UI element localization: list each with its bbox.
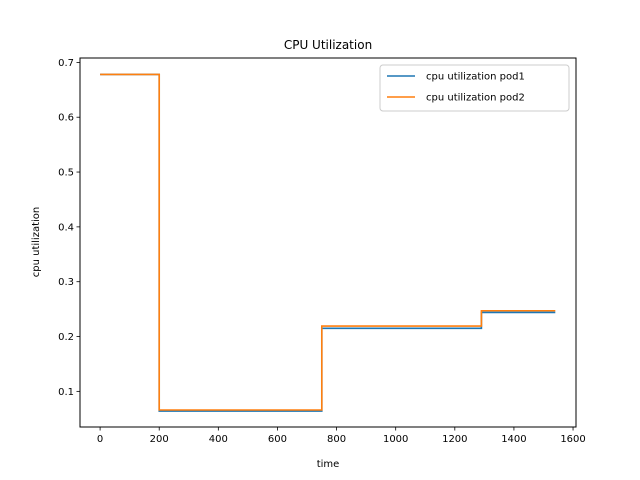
- x-tick-label: 0: [97, 434, 103, 445]
- series-lines: [100, 73, 556, 412]
- chart-title: CPU Utilization: [284, 38, 372, 52]
- legend-box: [379, 64, 570, 112]
- series-line-pod1: [100, 73, 556, 412]
- y-axis-label: cpu utilization: [31, 207, 42, 278]
- x-tick-label: 1000: [383, 434, 408, 445]
- y-tick-label: 0.6: [58, 113, 74, 124]
- x-tick-label: 600: [268, 434, 287, 445]
- plot-area: [79, 57, 577, 428]
- x-tick-label: 1600: [560, 434, 585, 445]
- y-tick-label: 0.7: [58, 58, 74, 69]
- x-tick-label: 200: [150, 434, 169, 445]
- y-tick-label: 0.2: [58, 332, 74, 343]
- x-axis-label: time: [317, 459, 340, 470]
- legend-label-pod2: cpu utilization pod2: [426, 93, 525, 104]
- x-tick-label: 800: [327, 434, 346, 445]
- plot-frame: [79, 57, 577, 428]
- y-axis: 0.1 0.2 0.3 0.4 0.5 0.6 0.7: [58, 58, 80, 398]
- y-tick-label: 0.4: [58, 222, 74, 233]
- x-tick-label: 1400: [501, 434, 526, 445]
- y-tick-label: 0.5: [58, 168, 74, 179]
- legend-label-pod1: cpu utilization pod1: [426, 72, 525, 83]
- legend: cpu utilization pod1 cpu utilization pod2: [379, 64, 570, 112]
- x-tick-label: 1200: [442, 434, 467, 445]
- series-line-pod2: [100, 73, 556, 411]
- x-axis: 0 200 400 600 800 1000 1200 1400 1600: [97, 427, 586, 445]
- y-tick-label: 0.3: [58, 277, 74, 288]
- y-tick-label: 0.1: [58, 387, 74, 398]
- x-tick-label: 400: [209, 434, 228, 445]
